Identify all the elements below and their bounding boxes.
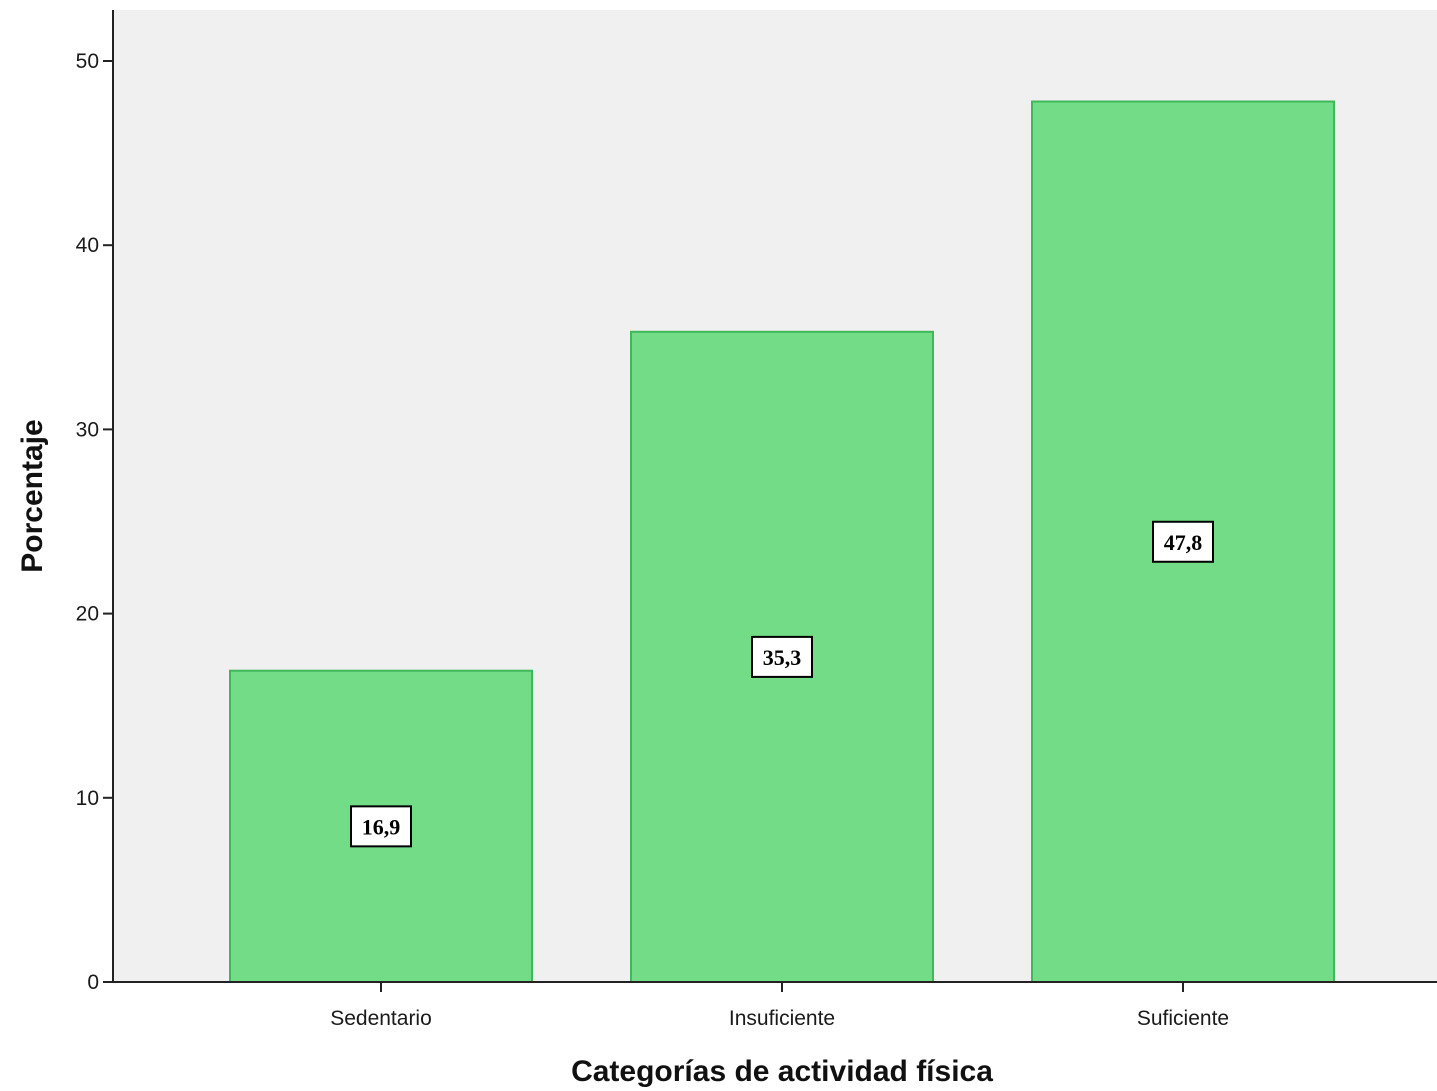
x-tick-label: Insuficiente — [729, 1007, 835, 1030]
data-label: 47,8 — [1164, 530, 1203, 555]
data-label-box — [350, 805, 412, 848]
data-label: 35,3 — [763, 645, 802, 670]
y-tick-label: 10 — [76, 787, 99, 810]
bar-sedentario — [229, 669, 533, 984]
data-label: 16,9 — [362, 814, 401, 839]
x-axis-title: Categorías de actividad física — [571, 1055, 993, 1088]
bars: 16,9 35,3 47,8 — [229, 100, 1335, 984]
y-axis-title: Porcentaje — [16, 419, 49, 572]
x-axis-ticks: Sedentario Insuficiente Suficiente — [330, 982, 1229, 1030]
y-tick-label: 30 — [76, 418, 99, 441]
y-tick-label: 0 — [87, 971, 99, 994]
y-tick-label: 20 — [76, 603, 99, 626]
x-tick-label: Suficiente — [1137, 1007, 1229, 1030]
y-axis-ticks: 0 10 20 30 40 50 — [76, 50, 113, 994]
data-label-box — [751, 635, 813, 678]
data-label-box — [1152, 520, 1214, 563]
y-tick-label: 40 — [76, 234, 99, 257]
x-tick-label: Sedentario — [330, 1007, 432, 1030]
bar-insuficiente — [630, 330, 934, 983]
y-tick-label: 50 — [76, 50, 99, 73]
